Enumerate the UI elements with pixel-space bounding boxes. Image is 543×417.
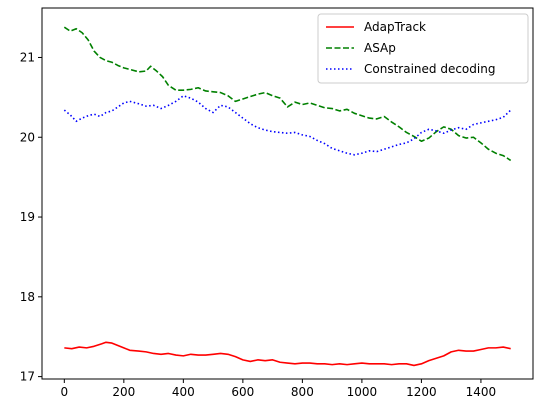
x-axis: 0 200 400 600 800 1000 1200 1400 <box>60 379 496 399</box>
x-tick-label: 1400 <box>466 385 497 399</box>
legend-label-2: ASAp <box>364 41 396 55</box>
y-tick-label: 21 <box>20 50 35 64</box>
plot-content <box>63 26 512 367</box>
x-tick-label: 1200 <box>406 385 437 399</box>
legend: AdapTrack ASAp Constrained decoding <box>317 13 529 84</box>
x-tick-label: 200 <box>112 385 135 399</box>
series-line-3 <box>63 94 512 156</box>
y-tick-label: 20 <box>20 130 35 144</box>
x-tick-label: 0 <box>60 385 68 399</box>
x-tick-label: 1000 <box>347 385 378 399</box>
series-line-2 <box>63 26 512 162</box>
y-tick-label: 18 <box>20 290 35 304</box>
y-tick-label: 19 <box>20 210 35 224</box>
series-line-1 <box>64 341 511 367</box>
x-tick-label: 600 <box>231 385 254 399</box>
x-tick-label: 800 <box>291 385 314 399</box>
legend-box <box>317 13 529 84</box>
legend-label-1: AdapTrack <box>364 20 426 34</box>
x-tick-label: 400 <box>172 385 195 399</box>
legend-label-3: Constrained decoding <box>364 62 495 76</box>
y-tick-label: 17 <box>20 370 35 384</box>
plot-frame <box>41 7 534 380</box>
y-axis: 17 18 19 20 21 <box>20 50 42 384</box>
